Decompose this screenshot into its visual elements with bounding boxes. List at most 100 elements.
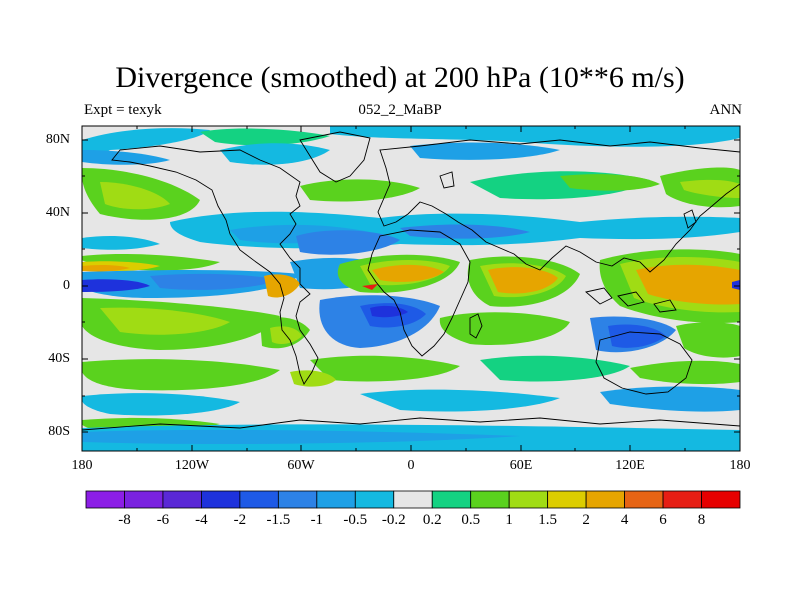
colorbar-label: -4: [195, 512, 208, 528]
field-patch: [680, 179, 740, 198]
experiment-label: Expt = texyk: [84, 102, 162, 118]
field-patch: [608, 324, 666, 348]
continent-outlines: [82, 131, 740, 451]
lon-label-180e: 180: [729, 458, 751, 473]
island-outline: [439, 171, 455, 189]
colorbar-label: -0.5: [343, 512, 368, 528]
map-title: Divergence (smoothed) at 200 hPa (10**6 …: [115, 61, 685, 94]
lat-label-40s: 40S: [48, 351, 70, 366]
colorbar-swatch: [508, 490, 549, 509]
field-patch: [372, 264, 444, 282]
field-patch: [439, 312, 570, 346]
colorbar-swatch: [162, 490, 202, 509]
lon-label-120w: 120W: [174, 458, 210, 473]
lat-label-40n: 40N: [45, 205, 70, 220]
colorbar-swatch: [239, 490, 279, 509]
field-patch: [220, 143, 330, 165]
australia-outline: [595, 331, 693, 395]
field-patch: [732, 280, 740, 290]
island-outline: [585, 287, 613, 305]
longitude-ticks: [136, 126, 686, 451]
field-patch: [82, 393, 240, 416]
colorbar-swatch: [85, 490, 125, 509]
colorbar-label: 0.5: [461, 512, 481, 528]
colorbar-label: -6: [156, 512, 170, 528]
field-patch: [488, 267, 558, 294]
field-patch: [330, 126, 740, 147]
lon-label-120e: 120E: [615, 458, 645, 473]
colorbar-label: -2: [233, 512, 247, 528]
island-outline: [653, 299, 677, 313]
colorbar-swatch: [354, 490, 395, 509]
colorbar-swatch: [547, 490, 587, 509]
field-patch: [400, 224, 530, 239]
colorbar-swatch: [662, 490, 702, 509]
colorbar-swatch: [624, 490, 664, 509]
africa-outline: [367, 229, 471, 357]
lon-label-0: 0: [407, 458, 415, 473]
field-patch: [82, 359, 280, 391]
island-outline: [683, 209, 697, 229]
field-patch: [100, 307, 230, 335]
field-patch: [560, 174, 660, 191]
lon-label-180w: 180: [71, 458, 93, 473]
colorbar-label: -8: [118, 512, 131, 528]
colorbar-label: 1.5: [538, 512, 558, 528]
colorbar-label: 1: [505, 512, 513, 528]
field-patch: [100, 182, 170, 210]
field-patch: [82, 150, 170, 165]
field-patch: [82, 264, 130, 272]
field-patch: [264, 274, 300, 298]
colorbar-swatch: [701, 490, 741, 509]
colorbar-swatch: [470, 490, 510, 509]
field-patch: [480, 355, 630, 382]
field-patch: [630, 360, 740, 385]
field-patch: [410, 142, 560, 160]
field-patch: [82, 128, 210, 157]
lat-label-80n: 80N: [45, 132, 70, 147]
lat-label-80s: 80S: [48, 424, 70, 439]
field-patch: [600, 386, 740, 412]
colorbar-swatch: [393, 490, 433, 509]
field-patch: [290, 370, 336, 387]
colorbar-swatch: [124, 490, 164, 509]
field-patch: [676, 322, 740, 358]
colorbar-swatch: [585, 490, 625, 509]
field-patch: [82, 236, 160, 250]
case-label: 052_2_MaBP: [358, 102, 442, 118]
lon-label-60e: 60E: [509, 458, 533, 473]
colorbar-swatch: [431, 490, 472, 509]
colorbar-label: 4: [620, 512, 629, 528]
field-patch: [200, 128, 330, 146]
colorbar-label: 0.2: [422, 512, 442, 528]
north-america-outline: [111, 145, 319, 385]
madagascar-outline: [469, 313, 483, 339]
colorbar-label: 2: [582, 512, 590, 528]
eurasia-outline: [377, 139, 740, 273]
field-patch: [360, 389, 560, 412]
field-patch: [310, 355, 460, 382]
colorbar-label: -1: [310, 512, 324, 528]
colorbar-label: -0.2: [381, 512, 406, 528]
divergence-field: [82, 126, 740, 451]
lat-label-0: 0: [63, 278, 70, 293]
colorbar-swatch: [201, 490, 241, 509]
antarctica-outline: [82, 417, 740, 451]
field-patch: [82, 429, 520, 444]
greenland-outline: [299, 131, 371, 183]
colorbar-label: -1.5: [266, 512, 291, 528]
island-outline: [617, 291, 645, 307]
colorbar: [85, 490, 741, 509]
colorbar-label: 6: [659, 512, 667, 528]
colorbar-label: 8: [697, 512, 706, 528]
lon-label-60w: 60W: [287, 458, 315, 473]
season-label: ANN: [709, 102, 743, 118]
colorbar-swatch: [316, 490, 356, 509]
field-patch: [150, 273, 280, 290]
field-patch: [362, 284, 378, 290]
colorbar-swatch: [277, 490, 318, 509]
field-patch: [636, 264, 740, 305]
latitude-ticks: [82, 139, 740, 433]
field-patch: [82, 279, 150, 292]
